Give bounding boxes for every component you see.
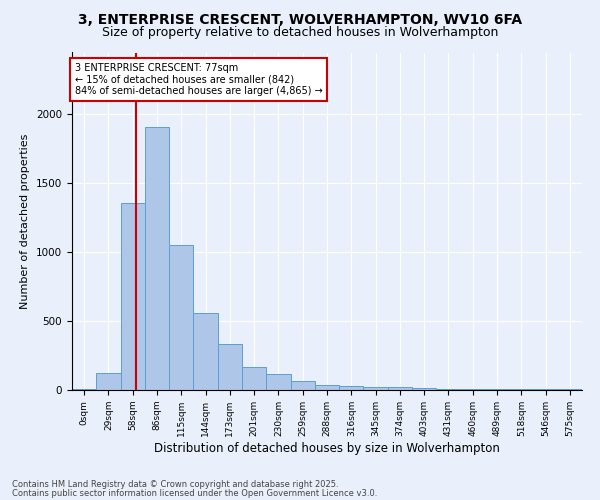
Bar [388, 387, 412, 390]
Bar [412, 388, 436, 390]
Text: 3 ENTERPRISE CRESCENT: 77sqm
← 15% of detached houses are smaller (842)
84% of s: 3 ENTERPRISE CRESCENT: 77sqm ← 15% of de… [74, 62, 322, 96]
Bar [364, 386, 388, 390]
Text: Size of property relative to detached houses in Wolverhampton: Size of property relative to detached ho… [102, 26, 498, 39]
Bar [339, 386, 364, 390]
Bar [218, 344, 242, 390]
Bar [315, 385, 339, 390]
Bar [290, 381, 315, 390]
Bar [121, 202, 145, 390]
Bar [145, 127, 169, 390]
Text: Contains public sector information licensed under the Open Government Licence v3: Contains public sector information licen… [12, 488, 377, 498]
Text: 3, ENTERPRISE CRESCENT, WOLVERHAMPTON, WV10 6FA: 3, ENTERPRISE CRESCENT, WOLVERHAMPTON, W… [78, 12, 522, 26]
Bar [72, 388, 96, 390]
Text: Contains HM Land Registry data © Crown copyright and database right 2025.: Contains HM Land Registry data © Crown c… [12, 480, 338, 489]
X-axis label: Distribution of detached houses by size in Wolverhampton: Distribution of detached houses by size … [154, 442, 500, 454]
Bar [96, 373, 121, 390]
Bar [266, 374, 290, 390]
Bar [242, 366, 266, 390]
Bar [193, 313, 218, 390]
Y-axis label: Number of detached properties: Number of detached properties [20, 134, 31, 309]
Bar [169, 244, 193, 390]
Bar [558, 388, 582, 390]
